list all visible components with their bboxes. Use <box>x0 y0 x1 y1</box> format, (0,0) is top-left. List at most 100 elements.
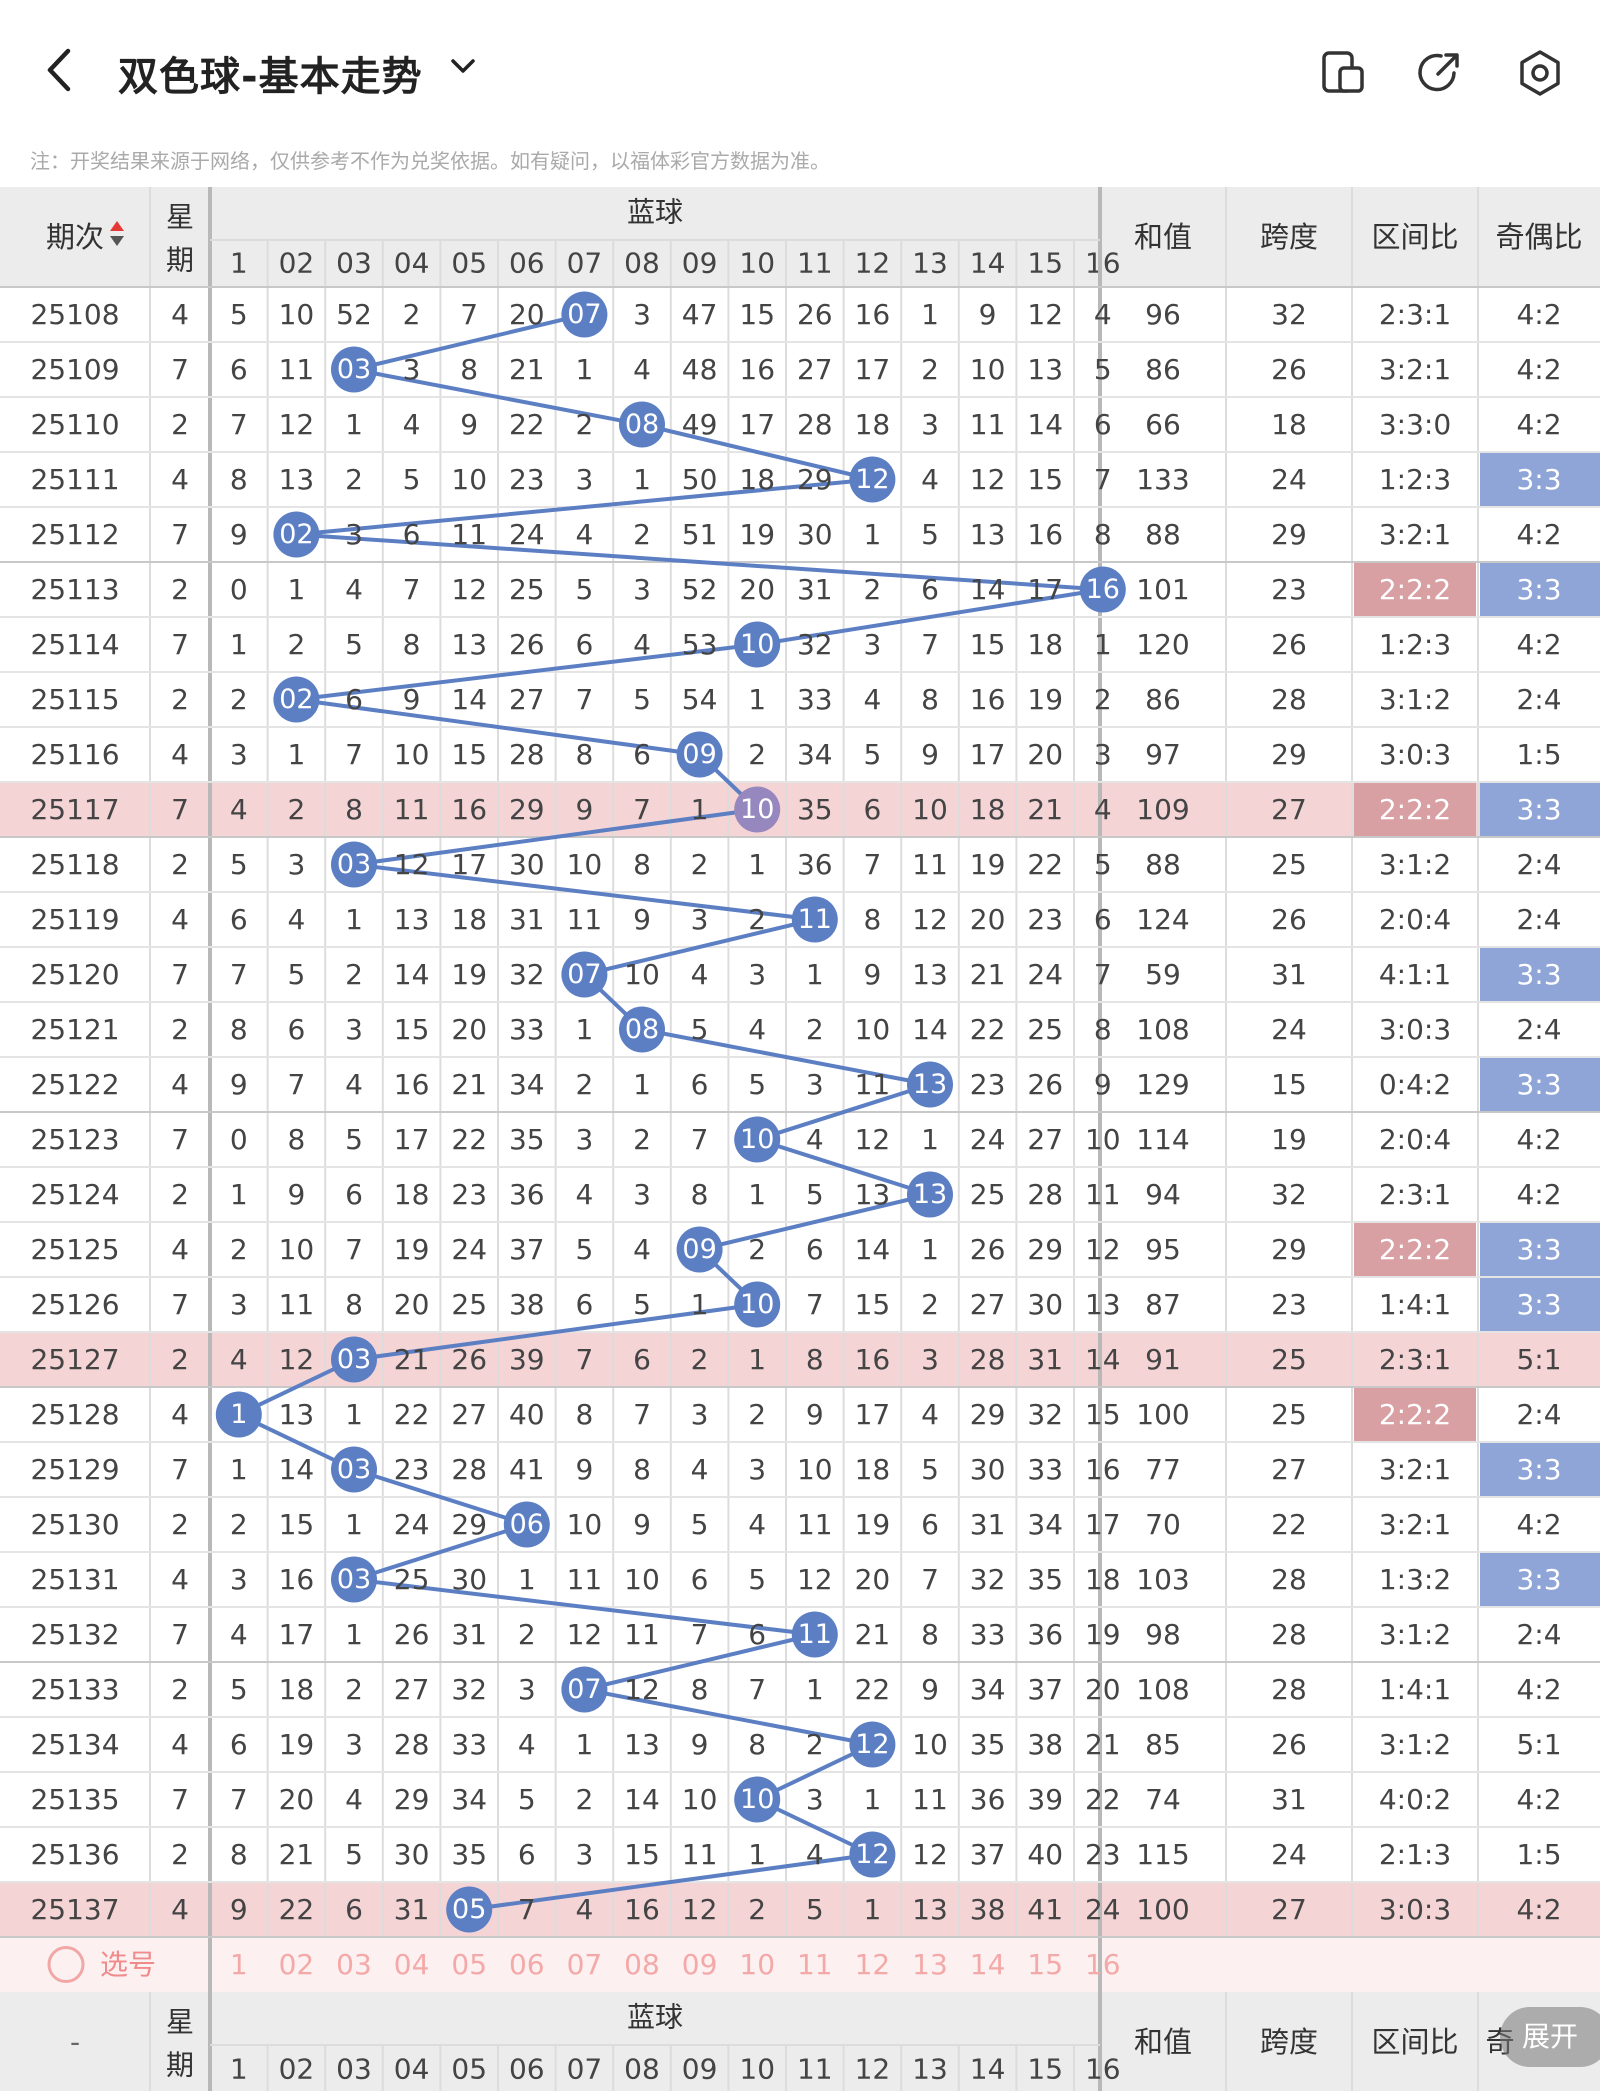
issue-number: 25134 <box>30 1728 119 1761</box>
share-icon[interactable] <box>1414 48 1464 98</box>
omission-value: 6 <box>575 1288 593 1321</box>
omission-value: 22 <box>855 1673 891 1706</box>
blue-ball-number: 05 <box>452 1894 486 1925</box>
select-ball-option[interactable]: 13 <box>912 1948 948 1981</box>
back-icon[interactable] <box>40 45 80 95</box>
omission-value: 40 <box>1027 1838 1063 1871</box>
sort-up-icon[interactable] <box>110 221 124 231</box>
sort-down-icon[interactable] <box>110 236 124 246</box>
omission-value: 7 <box>575 683 593 716</box>
omission-value: 1 <box>748 1178 766 1211</box>
select-ball-option[interactable]: 08 <box>624 1948 660 1981</box>
disclaimer-note: 注：开奖结果来源于网络，仅供参考不作为兑奖依据。如有疑问，以福体彩官方数据为准。 <box>30 149 830 173</box>
omission-value: 6 <box>230 903 248 936</box>
select-row[interactable] <box>0 1937 1600 1992</box>
span-value: 28 <box>1271 1563 1307 1596</box>
blue-col-header: 1 <box>230 247 248 280</box>
omission-value: 16 <box>970 683 1006 716</box>
omission-value: 3 <box>921 408 939 441</box>
issue-number: 25129 <box>30 1453 119 1486</box>
omission-value: 7 <box>230 1783 248 1816</box>
select-ball-option[interactable]: 07 <box>567 1948 603 1981</box>
omission-value: 21 <box>970 958 1006 991</box>
omission-value: 4 <box>921 1398 939 1431</box>
omission-value: 38 <box>970 1893 1006 1926</box>
select-ball-option[interactable]: 11 <box>797 1948 833 1981</box>
select-ball-option[interactable]: 02 <box>279 1948 315 1981</box>
omission-value: 20 <box>394 1288 430 1321</box>
trend-table[interactable]: 期次星期蓝球 1 02 03 04 05 06 07 08 09 10 11 12 13 14 15 16 和值跨… <box>0 187 1600 2091</box>
zone-ratio: 2:3:1 <box>1379 1178 1451 1211</box>
chevron-down-icon[interactable] <box>448 56 478 76</box>
select-ball-option[interactable]: 1 <box>230 1948 248 1981</box>
omission-value: 16 <box>451 793 487 826</box>
odd-even-ratio: 2:4 <box>1516 683 1561 716</box>
expand-button[interactable]: 展开 <box>1500 2007 1600 2067</box>
blue-ball-number: 02 <box>279 519 313 550</box>
omission-value: 28 <box>394 1728 430 1761</box>
omission-value: 3 <box>575 1838 593 1871</box>
select-ball-option[interactable]: 16 <box>1085 1948 1121 1981</box>
select-ball-option[interactable]: 05 <box>451 1948 487 1981</box>
select-ball-option[interactable]: 09 <box>682 1948 718 1981</box>
blue-col-header: 08 <box>624 247 660 280</box>
span-value: 32 <box>1271 298 1307 331</box>
span-value: 19 <box>1271 1123 1307 1156</box>
trend-chart[interactable]: 期次星期蓝球1 02 03 04 05 06 07 08 09 10 11 12 13 14 15 16和值跨… <box>0 187 1600 2091</box>
select-ball-option[interactable]: 14 <box>970 1948 1006 1981</box>
blue-ball <box>676 1226 723 1273</box>
zone-ratio: 1:4:1 <box>1379 1288 1451 1321</box>
span-value: 23 <box>1271 573 1307 606</box>
select-ball-option[interactable]: 15 <box>1027 1948 1063 1981</box>
select-ball-option[interactable]: 10 <box>739 1948 775 1981</box>
header-zone: 区间比 <box>1371 220 1458 254</box>
device-icon[interactable] <box>1318 48 1368 98</box>
select-ball-option[interactable]: 06 <box>509 1948 545 1981</box>
omission-value: 5 <box>691 1013 709 1046</box>
omission-value: 1 <box>575 1013 593 1046</box>
select-ball-option[interactable]: 03 <box>336 1948 372 1981</box>
omission-value: 31 <box>797 573 833 606</box>
omission-value: 7 <box>287 1068 305 1101</box>
omission-value: 1 <box>230 1178 248 1211</box>
omission-value: 3 <box>633 1178 651 1211</box>
footer-issue: - <box>70 2026 80 2059</box>
select-number-label[interactable]: 选号 <box>100 1948 156 1981</box>
blue-ball <box>331 346 377 393</box>
span-value: 29 <box>1271 1233 1307 1266</box>
omission-value: 1 <box>748 1838 766 1871</box>
omission-value: 8 <box>403 628 421 661</box>
select-radio-icon[interactable] <box>47 1946 85 1983</box>
zone-ratio: 3:2:1 <box>1379 353 1451 386</box>
omission-value: 3 <box>691 903 709 936</box>
omission-value: 4 <box>691 958 709 991</box>
omission-value: 7 <box>921 1563 939 1596</box>
span-value: 28 <box>1271 1618 1307 1651</box>
omission-value: 5 <box>748 1563 766 1596</box>
page-title[interactable]: 双色球-基本走势 <box>118 54 423 100</box>
select-ball-option[interactable]: 12 <box>855 1948 891 1981</box>
issue-number: 25125 <box>30 1233 119 1266</box>
omission-value: 6 <box>1094 408 1112 441</box>
issue-number: 25122 <box>30 1068 119 1101</box>
omission-value: 11 <box>451 518 487 551</box>
omission-value: 34 <box>451 1783 487 1816</box>
omission-value: 34 <box>1027 1508 1063 1541</box>
zone-ratio: 2:3:1 <box>1379 298 1451 331</box>
omission-value: 34 <box>509 1068 545 1101</box>
omission-value: 3 <box>748 1453 766 1486</box>
omission-value: 32 <box>451 1673 487 1706</box>
omission-value: 4 <box>403 408 421 441</box>
sum-value: 133 <box>1136 463 1189 496</box>
select-ball-option[interactable]: 04 <box>394 1948 430 1981</box>
settings-icon[interactable] <box>1515 48 1565 98</box>
omission-value: 9 <box>460 408 478 441</box>
omission-value: 20 <box>451 1013 487 1046</box>
omission-value: 34 <box>970 1673 1006 1706</box>
blue-ball-number: 10 <box>740 1289 774 1320</box>
omission-value: 7 <box>921 628 939 661</box>
header-issue[interactable]: 期次 <box>46 220 104 254</box>
omission-value: 34 <box>797 738 833 771</box>
omission-value: 35 <box>797 793 833 826</box>
omission-value: 5 <box>575 1233 593 1266</box>
